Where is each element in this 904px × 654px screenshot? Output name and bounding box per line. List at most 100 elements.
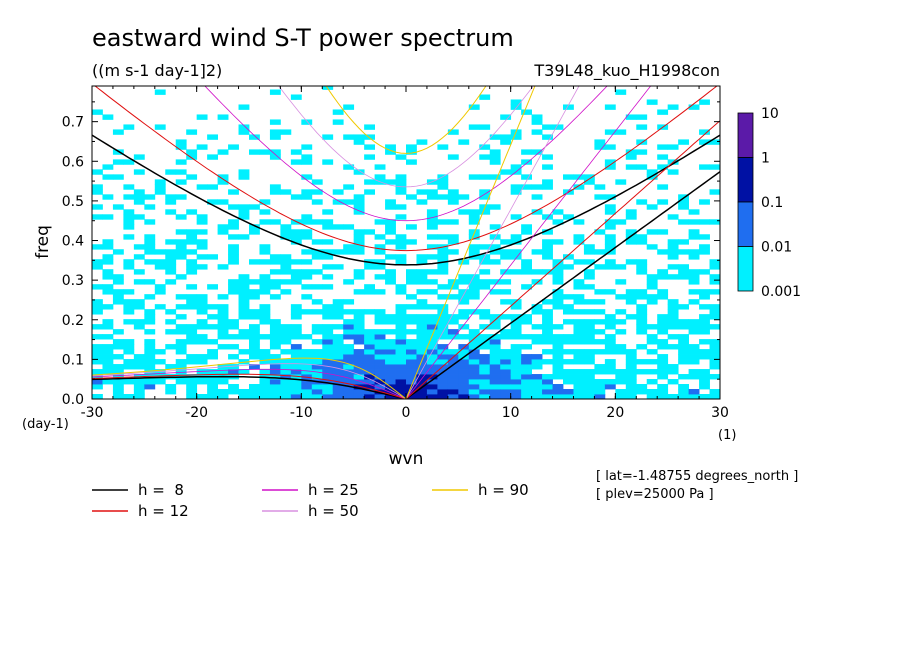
field-cell xyxy=(667,254,679,260)
field-cell xyxy=(657,109,669,115)
field-cell xyxy=(353,274,365,280)
field-cell xyxy=(154,124,166,130)
field-cell xyxy=(269,134,281,140)
field-cell xyxy=(510,389,522,395)
field-cell xyxy=(374,244,386,250)
field-cell xyxy=(364,144,375,150)
field-cell xyxy=(228,334,239,340)
field-cell xyxy=(196,184,208,190)
field-cell xyxy=(269,269,281,275)
field-cell xyxy=(688,299,700,305)
field-cell xyxy=(458,294,470,300)
field-cell xyxy=(563,304,574,310)
field-cell xyxy=(406,349,417,355)
field-cell xyxy=(510,364,522,370)
field-cell xyxy=(343,279,355,285)
field-cell xyxy=(374,344,386,350)
field-cell xyxy=(426,194,438,200)
field-cell xyxy=(447,239,459,245)
field-cell xyxy=(542,184,553,190)
field-cell xyxy=(678,349,689,355)
field-cell xyxy=(353,194,365,200)
field-cell xyxy=(688,249,700,255)
field-cell xyxy=(510,319,522,325)
field-cell xyxy=(322,394,334,399)
field-cell xyxy=(102,324,114,330)
field-cell xyxy=(573,374,585,380)
field-cell xyxy=(144,349,156,355)
field-cell xyxy=(447,329,459,335)
field-cell xyxy=(238,329,250,335)
field-cell xyxy=(563,254,574,260)
field-cell xyxy=(92,169,103,175)
field-cell xyxy=(604,209,616,215)
field-cell xyxy=(364,154,375,160)
chart-title: eastward wind S-T power spectrum xyxy=(92,24,514,52)
field-cell xyxy=(353,339,365,345)
field-cell xyxy=(217,149,229,155)
field-cell xyxy=(636,199,648,205)
field-cell xyxy=(416,359,428,365)
field-cell xyxy=(531,149,543,155)
field-cell xyxy=(699,99,710,105)
field-cell xyxy=(364,264,375,270)
field-cell xyxy=(374,219,386,225)
field-cell xyxy=(699,324,710,330)
field-cell xyxy=(468,254,480,260)
field-cell xyxy=(196,379,208,385)
field-cell xyxy=(510,359,522,365)
field-cell xyxy=(646,204,658,210)
field-cell xyxy=(521,359,532,365)
field-cell xyxy=(510,134,522,140)
field-cell xyxy=(406,239,417,245)
field-cell xyxy=(447,394,459,399)
field-cell xyxy=(133,324,145,330)
field-cell xyxy=(447,334,459,340)
field-cell xyxy=(583,369,595,375)
field-cell xyxy=(437,394,449,399)
field-cell xyxy=(604,359,616,365)
field-cell xyxy=(196,359,208,365)
field-cell xyxy=(123,124,135,130)
field-cell xyxy=(259,394,271,399)
field-cell xyxy=(699,139,710,145)
field-cell xyxy=(542,254,553,260)
field-cell xyxy=(657,324,669,330)
field-cell xyxy=(395,379,407,385)
field-cell xyxy=(542,154,553,160)
field-cell xyxy=(678,339,689,345)
field-cell xyxy=(552,339,564,345)
field-cell xyxy=(269,259,281,265)
field-cell xyxy=(395,284,407,290)
field-cell xyxy=(552,219,564,225)
field-cell xyxy=(688,359,700,365)
field-cell xyxy=(426,334,438,340)
field-cell xyxy=(301,364,313,370)
field-cell xyxy=(395,154,407,160)
field-cell xyxy=(468,124,480,130)
field-cell xyxy=(92,299,103,305)
field-cell xyxy=(406,194,417,200)
field-cell xyxy=(552,294,564,300)
field-cell xyxy=(196,244,208,250)
field-cell xyxy=(468,219,480,225)
field-cell xyxy=(186,239,198,245)
field-cell xyxy=(447,194,459,200)
field-cell xyxy=(416,319,428,325)
field-cell xyxy=(290,314,302,320)
field-cell xyxy=(552,374,564,380)
field-cell xyxy=(447,189,459,195)
field-cell xyxy=(123,319,135,325)
field-cell xyxy=(175,344,187,350)
field-cell xyxy=(625,149,637,155)
field-cell xyxy=(133,389,145,395)
field-cell xyxy=(259,209,271,215)
field-cell xyxy=(238,279,250,285)
field-cell xyxy=(625,389,637,395)
field-cell xyxy=(615,329,627,335)
field-cell xyxy=(217,334,229,340)
field-cell xyxy=(249,204,260,210)
field-cell xyxy=(709,274,720,280)
field-cell xyxy=(426,279,438,285)
field-cell xyxy=(196,294,208,300)
